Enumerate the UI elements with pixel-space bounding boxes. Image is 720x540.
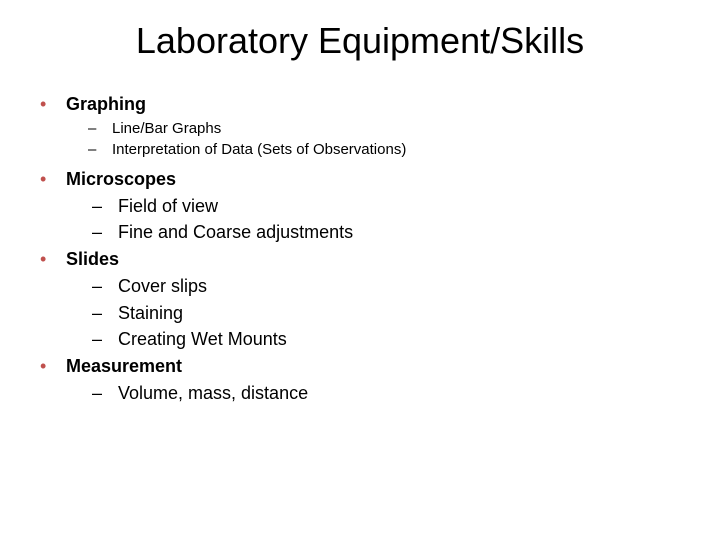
- sub-item: – Staining: [92, 301, 690, 326]
- dash-icon: –: [88, 119, 100, 139]
- heading-text: Measurement: [66, 354, 182, 379]
- sub-list: – Volume, mass, distance: [40, 381, 690, 406]
- sub-text: Field of view: [118, 194, 218, 219]
- bullet-icon: •: [40, 354, 52, 379]
- sub-list: – Cover slips – Staining – Creating Wet …: [40, 274, 690, 352]
- dash-icon: –: [88, 140, 100, 160]
- dash-icon: –: [92, 220, 104, 245]
- sub-text: Volume, mass, distance: [118, 381, 308, 406]
- list-item: • Slides: [40, 247, 690, 272]
- sub-item: – Volume, mass, distance: [92, 381, 690, 406]
- sub-list: – Line/Bar Graphs – Interpretation of Da…: [40, 119, 690, 161]
- sub-item: – Fine and Coarse adjustments: [92, 220, 690, 245]
- slide-title: Laboratory Equipment/Skills: [60, 20, 660, 62]
- dash-icon: –: [92, 301, 104, 326]
- sub-text: Fine and Coarse adjustments: [118, 220, 353, 245]
- sub-item: – Creating Wet Mounts: [92, 327, 690, 352]
- list-item: • Measurement: [40, 354, 690, 379]
- sub-item: – Cover slips: [92, 274, 690, 299]
- heading-text: Slides: [66, 247, 119, 272]
- sub-text: Interpretation of Data (Sets of Observat…: [112, 140, 406, 160]
- dash-icon: –: [92, 381, 104, 406]
- main-list: • Graphing – Line/Bar Graphs – Interpret…: [30, 92, 690, 406]
- sub-text: Creating Wet Mounts: [118, 327, 287, 352]
- sub-item: – Line/Bar Graphs: [88, 119, 690, 139]
- heading-text: Graphing: [66, 92, 146, 117]
- sub-text: Cover slips: [118, 274, 207, 299]
- bullet-icon: •: [40, 92, 52, 117]
- dash-icon: –: [92, 194, 104, 219]
- sub-list: – Field of view – Fine and Coarse adjust…: [40, 194, 690, 245]
- list-item: • Graphing: [40, 92, 690, 117]
- sub-text: Line/Bar Graphs: [112, 119, 221, 139]
- dash-icon: –: [92, 274, 104, 299]
- sub-text: Staining: [118, 301, 183, 326]
- list-item: • Microscopes: [40, 167, 690, 192]
- dash-icon: –: [92, 327, 104, 352]
- bullet-icon: •: [40, 247, 52, 272]
- sub-item: – Interpretation of Data (Sets of Observ…: [88, 140, 690, 160]
- bullet-icon: •: [40, 167, 52, 192]
- heading-text: Microscopes: [66, 167, 176, 192]
- sub-item: – Field of view: [92, 194, 690, 219]
